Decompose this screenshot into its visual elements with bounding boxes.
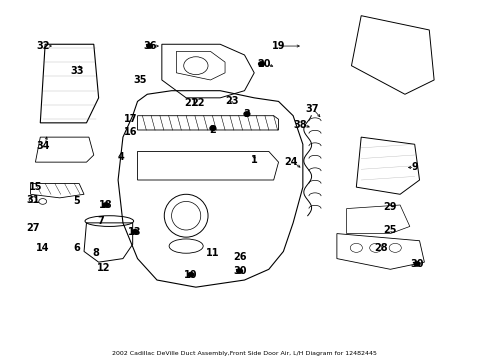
Text: 11: 11 (206, 248, 219, 258)
Text: 19: 19 (271, 41, 285, 51)
Text: 8: 8 (93, 248, 100, 258)
Text: 27: 27 (26, 223, 40, 233)
Text: 3: 3 (243, 109, 250, 119)
Text: 22: 22 (191, 98, 204, 108)
Text: 38: 38 (293, 120, 306, 130)
Circle shape (236, 269, 242, 273)
Text: 7: 7 (98, 216, 104, 226)
Text: 37: 37 (305, 104, 319, 113)
Text: 2002 Cadillac DeVille Duct Assembly,Front Side Door Air, L/H Diagram for 1248244: 2002 Cadillac DeVille Duct Assembly,Fron… (112, 351, 376, 356)
Circle shape (188, 273, 194, 277)
Circle shape (132, 230, 138, 234)
Text: 12: 12 (97, 262, 110, 273)
Text: 20: 20 (257, 59, 270, 69)
Text: 31: 31 (26, 195, 40, 204)
Text: 32: 32 (36, 41, 49, 51)
Text: 10: 10 (184, 270, 197, 280)
Circle shape (209, 126, 215, 130)
Text: 23: 23 (225, 96, 239, 107)
Text: 24: 24 (284, 157, 297, 167)
Text: 29: 29 (383, 202, 396, 212)
Text: 28: 28 (373, 243, 386, 253)
Circle shape (103, 203, 109, 207)
Text: 30: 30 (232, 266, 246, 276)
Text: 6: 6 (73, 243, 80, 253)
Text: 15: 15 (29, 182, 42, 192)
Text: 30: 30 (409, 259, 423, 269)
Circle shape (258, 62, 264, 66)
Text: 5: 5 (73, 197, 80, 206)
Text: 25: 25 (383, 225, 396, 235)
Text: 33: 33 (70, 66, 83, 76)
Text: 34: 34 (36, 141, 49, 151)
Text: 35: 35 (133, 75, 146, 85)
Text: 36: 36 (142, 41, 156, 51)
Text: 18: 18 (99, 200, 113, 210)
Text: 21: 21 (184, 98, 197, 108)
Text: 4: 4 (117, 152, 123, 162)
Circle shape (146, 44, 152, 48)
Text: 26: 26 (232, 252, 246, 262)
Text: 1: 1 (250, 156, 257, 165)
Text: 16: 16 (123, 127, 137, 137)
Text: 17: 17 (123, 114, 137, 124)
Circle shape (244, 112, 249, 116)
Text: 13: 13 (128, 227, 142, 237)
Text: 14: 14 (36, 243, 49, 253)
Text: 2: 2 (209, 125, 216, 135)
Circle shape (413, 262, 419, 266)
Text: 9: 9 (410, 162, 417, 172)
